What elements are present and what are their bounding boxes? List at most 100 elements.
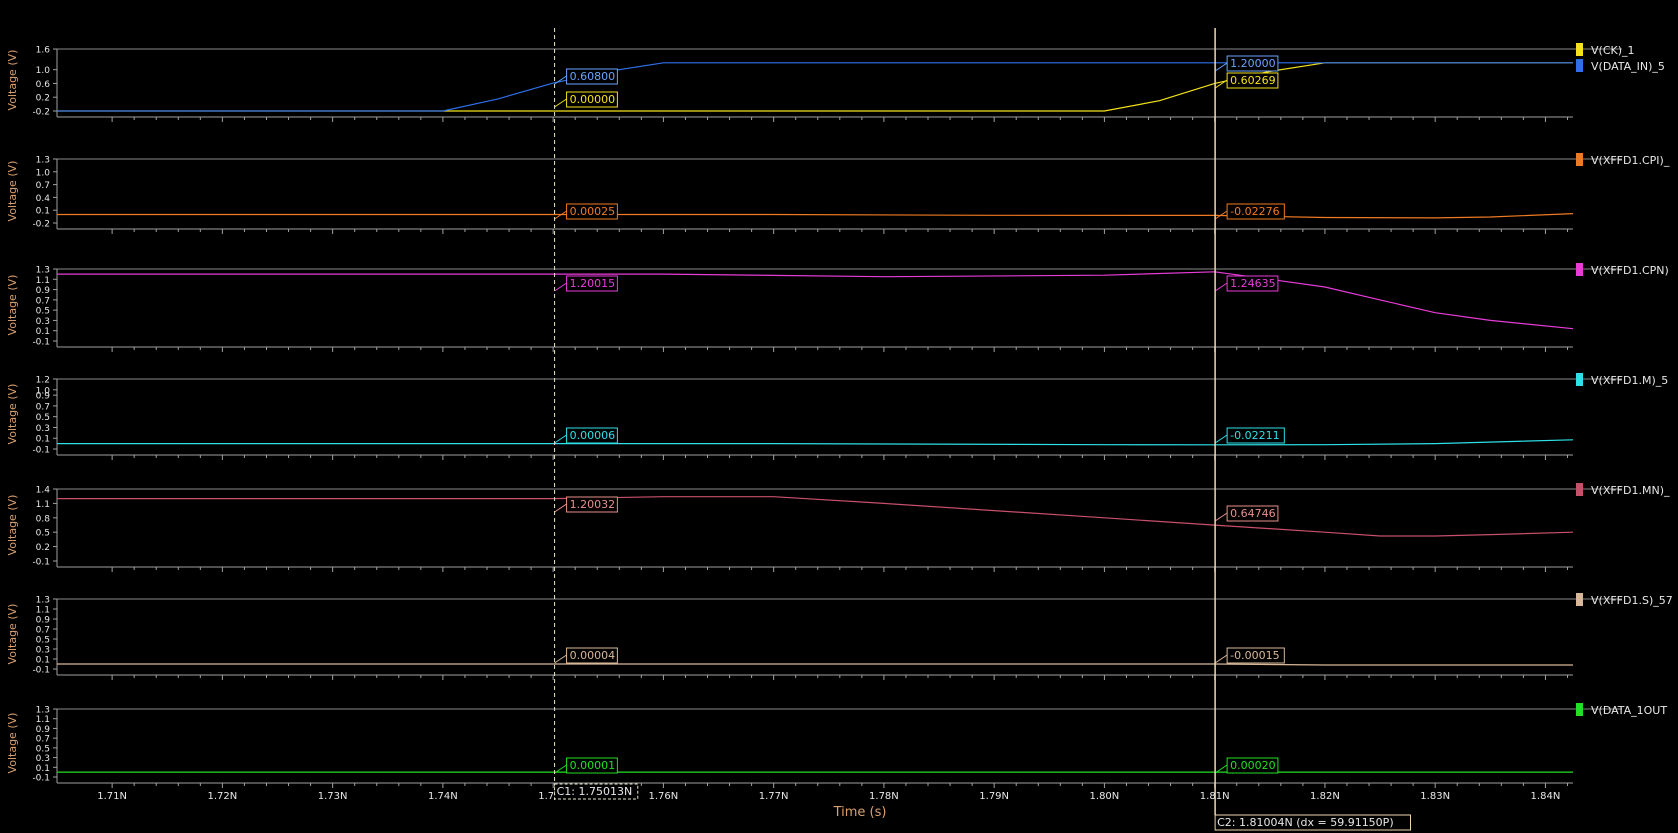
y-tick-label: -0.1 xyxy=(32,338,50,348)
y-tick-label: 0.3 xyxy=(36,646,50,656)
x-tick-label: 1.79N xyxy=(979,791,1009,802)
cursor-value-box xyxy=(566,91,618,108)
y-axis-label: Voltage (V) xyxy=(6,713,19,774)
legend-label[interactable]: V(XFFD1.M)_5 xyxy=(1591,374,1668,387)
legend-label[interactable]: V(XFFD1.S)_57 xyxy=(1591,594,1673,607)
x-tick-label: 1.77N xyxy=(759,791,789,802)
cursor-value-box xyxy=(566,757,618,774)
legend-label[interactable]: V(DATA_IN)_5 xyxy=(1591,60,1665,73)
x-tick-label: 1.71N xyxy=(97,791,127,802)
marker-leader xyxy=(554,764,567,774)
cursor-value-box xyxy=(566,203,618,220)
y-axis-label: Voltage (V) xyxy=(6,495,19,556)
y-tick-label: 0.7 xyxy=(36,402,50,412)
y-tick-label: 0.1 xyxy=(36,207,50,217)
y-tick-label: 0.1 xyxy=(36,327,50,337)
y-axis-label: Voltage (V) xyxy=(6,161,19,222)
y-axis-label: Voltage (V) xyxy=(6,604,19,665)
cursor-value-label: 0.64746 xyxy=(1230,507,1276,520)
cursor-value-box xyxy=(1226,275,1279,292)
y-tick-label: 0.3 xyxy=(36,754,50,764)
cursor-value-label: 0.00006 xyxy=(570,429,616,442)
cursor-value-label: -0.02276 xyxy=(1230,205,1279,218)
cursor-value-label: -0.02211 xyxy=(1230,429,1279,442)
legend-label[interactable]: V(CK)_1 xyxy=(1591,44,1635,57)
cursor-value-label: 0.00000 xyxy=(570,93,616,106)
marker-leader xyxy=(1214,654,1228,664)
waveform-panel-7[interactable]: Voltage (V) 1.31.10.90.70.50.30.1-0.1 V(DA… xyxy=(6,703,1667,788)
waveform-panel-6[interactable]: Voltage (V) 1.31.10.90.70.50.30.1-0.1 V(XF… xyxy=(6,593,1673,680)
waveform-panel-5[interactable]: Voltage (V) 1.4 1.1 0.8 0.5 0.2 -0.1 V(XFFD1.MN… xyxy=(6,483,1670,572)
legend-label[interactable]: V(DATA_1OUT xyxy=(1591,704,1667,717)
cursor-value-box xyxy=(566,68,618,85)
y-tick-label: 1.1 xyxy=(36,715,50,725)
marker-leader xyxy=(554,654,567,664)
cursor-value-label: 0.60269 xyxy=(1230,74,1276,87)
y-tick-label: 1.1 xyxy=(36,500,50,510)
x-tick-label: 1.84N xyxy=(1531,791,1561,802)
legend-label[interactable]: V(XFFD1.CPN) xyxy=(1591,264,1669,277)
x-tick-label: 1.75N xyxy=(538,791,568,802)
cursor-value-box xyxy=(566,647,618,664)
legend-swatch xyxy=(1576,43,1583,56)
cursor-c2-tag[interactable] xyxy=(1214,814,1412,831)
y-tick-label: 0.4 xyxy=(36,194,51,204)
waveform-panel-3[interactable]: Voltage (V) 1.31.10.90.70.50.30.1-0.1 V(XF… xyxy=(6,263,1669,352)
cursor-value-box xyxy=(1226,647,1285,664)
cursor-value-label: 1.20000 xyxy=(1230,57,1276,70)
y-axis-label: Voltage (V) xyxy=(6,384,19,445)
marker-leader xyxy=(554,210,567,220)
y-tick-label: 0.9 xyxy=(36,616,51,626)
y-tick-label: 0.5 xyxy=(36,413,50,423)
y-tick-label: 0.7 xyxy=(36,626,50,636)
y-tick-label: 0.8 xyxy=(36,514,51,524)
series-line[interactable] xyxy=(57,62,1573,112)
y-tick-label: -0.2 xyxy=(32,220,50,230)
cursor-c1-tag-label: C1: 1.75013N xyxy=(557,785,633,798)
cursor-value-box xyxy=(566,496,618,513)
x-tick-label: 1.83N xyxy=(1420,791,1450,802)
y-tick-label: 1.6 xyxy=(36,46,51,56)
waveform-panel-2[interactable]: Voltage (V) 1.3 1.0 0.7 0.4 0.1 -0.2 V(XFFD1.CP… xyxy=(6,153,1670,234)
marker-leader xyxy=(554,98,567,108)
x-tick-label: 1.74N xyxy=(428,791,458,802)
y-tick-label: 0.7 xyxy=(36,181,50,191)
cursor-value-label: 1.20032 xyxy=(570,498,616,511)
y-tick-label: 0.9 xyxy=(36,725,51,735)
cursor-value-label: -0.00015 xyxy=(1230,649,1279,662)
cursor-c1-tag[interactable] xyxy=(554,783,639,800)
cursor-value-box xyxy=(566,427,618,444)
cursor-value-label: 0.60800 xyxy=(570,70,616,83)
y-tick-label: 0.3 xyxy=(36,424,50,434)
legend-label[interactable]: V(XFFD1.MN)_ xyxy=(1591,484,1670,497)
y-tick-label: 1.3 xyxy=(36,266,50,276)
legend-label[interactable]: V(XFFD1.CPI)_ xyxy=(1591,154,1670,167)
cursor-value-box xyxy=(1226,55,1279,72)
series-line[interactable] xyxy=(57,496,1574,537)
legend-swatch xyxy=(1576,263,1583,276)
x-tick-label: 1.80N xyxy=(1090,791,1120,802)
y-tick-label: 0.9 xyxy=(36,286,51,296)
y-tick-label: -0.1 xyxy=(32,774,50,784)
marker-leader xyxy=(1214,79,1228,89)
x-tick-label: 1.81N xyxy=(1200,791,1230,802)
x-tick-label: 1.76N xyxy=(649,791,679,802)
cursor-value-box xyxy=(1226,72,1279,89)
legend-swatch xyxy=(1576,483,1583,496)
marker-leader xyxy=(1214,512,1228,522)
marker-leader xyxy=(1214,210,1228,220)
cursor-value-box xyxy=(1226,505,1279,522)
y-axis-label: Voltage (V) xyxy=(6,275,19,336)
x-tick-label: 1.82N xyxy=(1310,791,1340,802)
waveform-panel-1[interactable]: Voltage (V) 1.6 1.0 0.6 0.2 -0.2 V(CK)_1 V(DATA… xyxy=(6,43,1665,122)
cursor-value-box xyxy=(1226,757,1279,774)
cursor-value-label: 1.24635 xyxy=(1230,277,1276,290)
y-tick-label: 0.2 xyxy=(36,543,50,553)
series-line[interactable] xyxy=(57,663,1573,666)
y-tick-label: -0.2 xyxy=(32,108,50,118)
x-tick-label: 1.78N xyxy=(869,791,899,802)
cursor-value-label: 0.00001 xyxy=(570,759,616,772)
y-tick-label: 1.3 xyxy=(36,156,50,166)
